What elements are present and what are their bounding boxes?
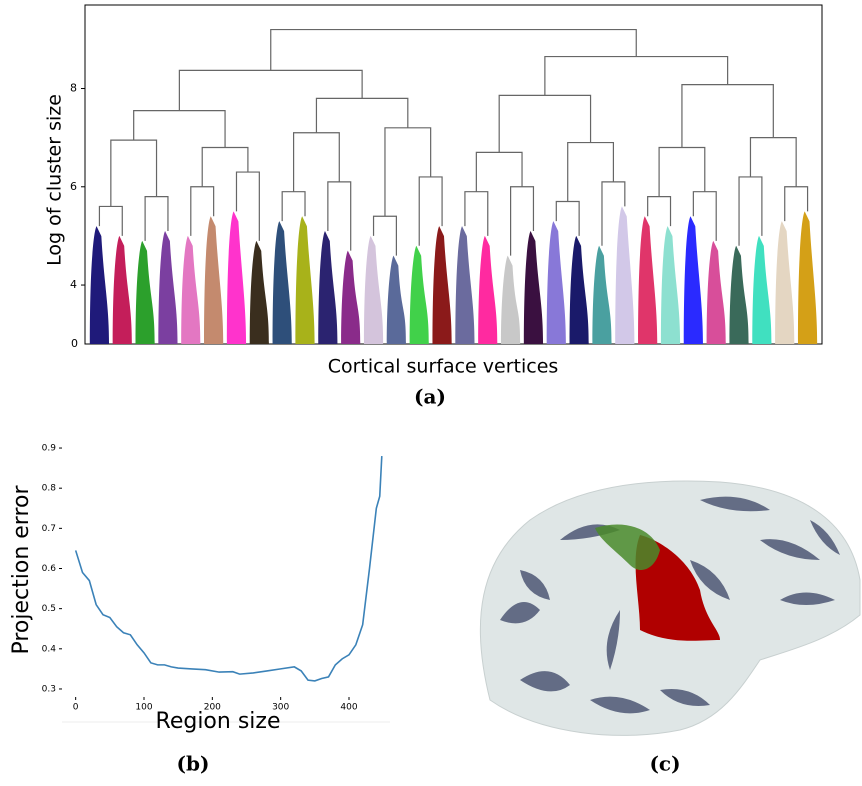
y-tick-label: 4 (70, 278, 77, 291)
caption: (a) (414, 385, 446, 409)
dendrogram-link (133, 110, 226, 148)
leaf-cluster (523, 231, 544, 344)
leaf-cluster (432, 226, 452, 344)
leaf-cluster (752, 235, 772, 344)
dendrogram-link (475, 151, 523, 192)
line-series (74, 456, 383, 682)
leaf-cluster (592, 245, 612, 344)
dendrogram-link (510, 186, 535, 256)
leaf-cluster (181, 235, 201, 344)
dendrogram-link (498, 94, 592, 153)
dendrogram-link (464, 191, 489, 236)
leaf-cluster (135, 240, 155, 344)
dendrogram-link (647, 196, 672, 227)
leaf-cluster (569, 235, 589, 344)
y-tick-label: 0.8 (42, 484, 57, 494)
y-tick-label: 0.7 (42, 524, 56, 534)
brain-image (479, 480, 861, 736)
leaf-cluster (706, 240, 726, 344)
dendrogram-link (270, 28, 637, 71)
leaf-cluster (249, 240, 269, 344)
leaf-cluster (272, 221, 292, 344)
leaf-cluster (729, 245, 749, 344)
leaf-cluster (112, 235, 132, 344)
leaf-cluster (89, 226, 110, 344)
leaf-cluster (775, 221, 795, 344)
leaf-cluster (638, 216, 658, 344)
dendrogram-link (190, 186, 215, 236)
leaf-cluster (409, 245, 429, 344)
leaf-cluster (204, 216, 224, 344)
leaf-cluster (363, 235, 384, 344)
dendrogram-link (601, 181, 626, 246)
leaf-cluster (226, 211, 247, 344)
dendrogram-link (144, 196, 169, 241)
y-tick-label: 0.4 (42, 644, 57, 654)
x-tick-label: 400 (340, 703, 357, 713)
dendrogram-link (372, 215, 397, 256)
dendrogram-link (544, 55, 729, 96)
dendrogram-link (201, 146, 249, 187)
x-tick-label: 200 (204, 703, 221, 713)
dendrogram-link (738, 176, 763, 246)
dendrogram-link (178, 69, 363, 111)
leaf-cluster (455, 226, 475, 344)
leaf-cluster (797, 211, 818, 344)
y-axis-label: Log of cluster size (44, 94, 66, 266)
y-tick-label: 8 (70, 82, 77, 95)
dendrogram-link (98, 205, 123, 236)
dendrogram-link (567, 141, 615, 202)
dendrogram-link (555, 200, 580, 236)
y-tick-label: 0.9 (42, 444, 57, 454)
leaf-cluster (683, 216, 703, 344)
dendrogram-link (749, 137, 797, 187)
leaf-cluster (386, 255, 406, 344)
dendrogram-link (292, 132, 340, 192)
y-tick-label: 0.5 (42, 604, 56, 614)
dendrogram-link (327, 181, 352, 251)
leaf-cluster (158, 231, 178, 344)
x-axis-label: Cortical surface vertices (328, 356, 559, 378)
leaf-cluster (478, 235, 498, 344)
leaf-cluster (341, 250, 361, 344)
x-axis-label: Region size (156, 709, 281, 734)
leaf-cluster (501, 255, 521, 344)
y-tick-label: 0.3 (42, 684, 56, 694)
dendrogram-link (658, 146, 706, 197)
leaf-cluster (546, 221, 566, 344)
dendrogram-link (281, 191, 306, 222)
leaf-cluster (295, 216, 315, 344)
leaf-cluster (615, 206, 635, 344)
x-tick-label: 0 (73, 703, 79, 713)
y-tick-label: 6 (70, 180, 77, 193)
dendrogram-link (235, 171, 260, 241)
caption: (c) (649, 752, 680, 776)
x-tick-label: 100 (135, 703, 152, 713)
caption: (b) (177, 752, 210, 776)
y-tick-label: 0.6 (42, 564, 57, 574)
leaf-cluster (318, 231, 338, 344)
y-axis-label: Projection error (9, 485, 34, 655)
dendrogram-link (692, 191, 717, 241)
dendrogram-link (784, 186, 809, 222)
dendrogram-link (384, 127, 432, 217)
leaf-cluster (660, 226, 681, 344)
dendrogram-frame (84, 4, 823, 345)
x-tick-label: 300 (272, 703, 289, 713)
dendrogram-link (110, 139, 158, 207)
y-origin-label: 0 (71, 337, 78, 350)
dendrogram-link (418, 176, 443, 246)
